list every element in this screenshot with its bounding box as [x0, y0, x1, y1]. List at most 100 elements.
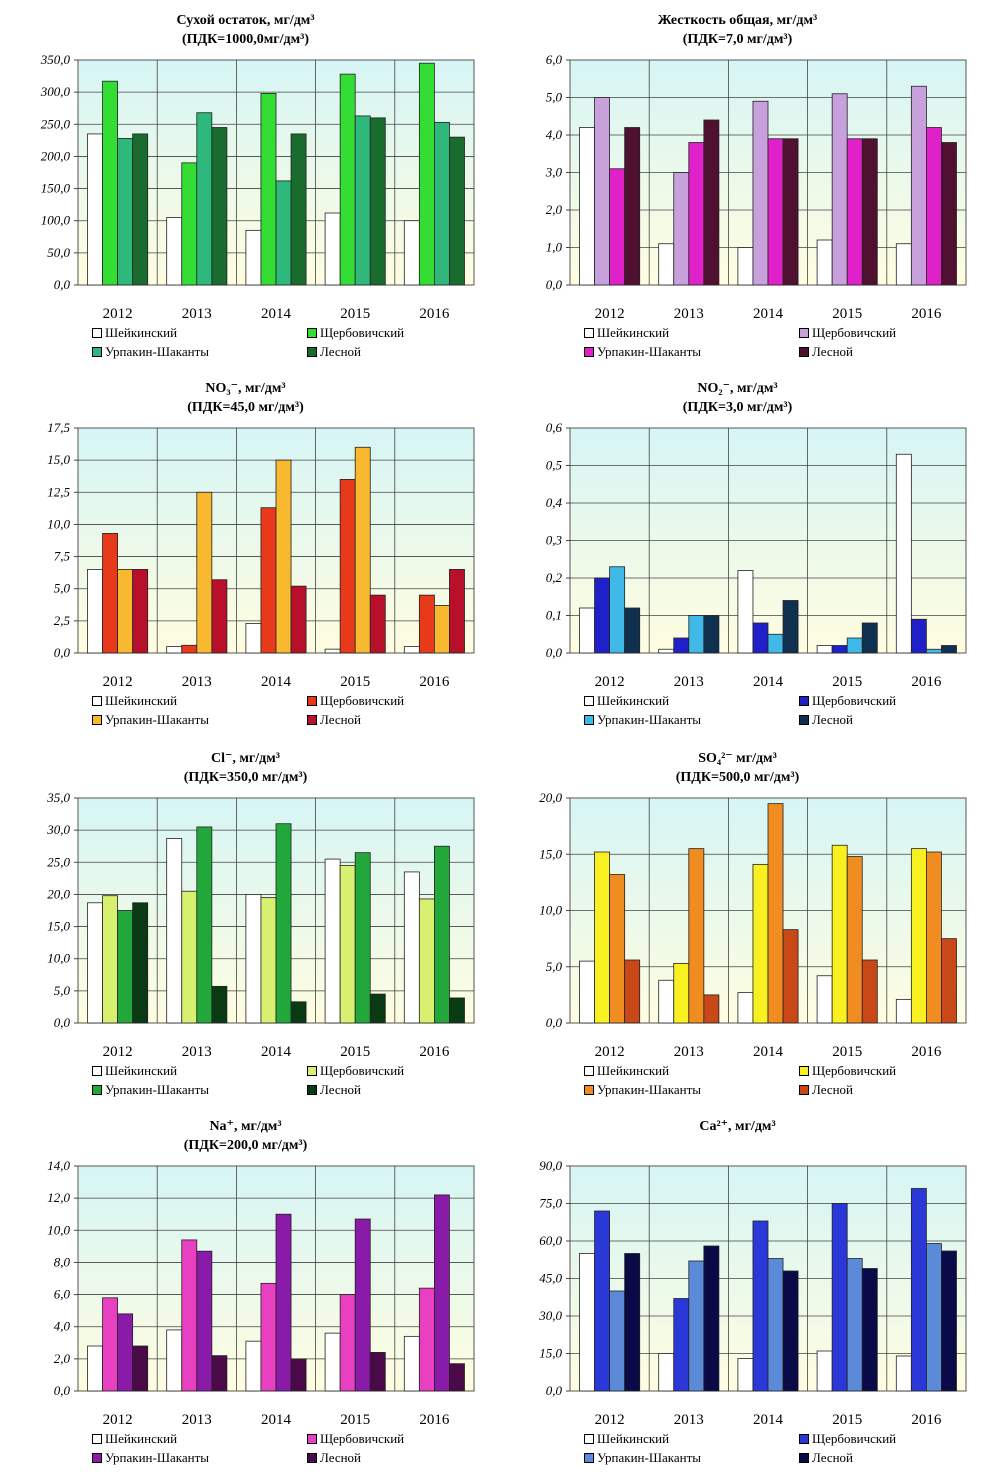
- y-tick-label: 7,5: [54, 549, 71, 564]
- legend: Шейкинский Щербовичский Урпакин-Шаканты Лес…: [92, 326, 482, 366]
- y-tick-label: 150,0: [41, 181, 71, 196]
- y-tick-label: 0,1: [546, 608, 562, 623]
- legend-item: Урпакин-Шаканты: [92, 1083, 209, 1097]
- bar: [245, 894, 262, 1024]
- bar: [245, 1340, 262, 1392]
- y-tick-label: 10,0: [47, 1222, 70, 1237]
- bar: [403, 220, 420, 286]
- chart-subtitle: (ПДК=350,0 мг/дм³): [183, 770, 308, 785]
- bar: [658, 648, 675, 654]
- legend-label: Лесной: [320, 1450, 362, 1465]
- legend-swatch: [307, 1434, 317, 1444]
- x-tick-label: 2016: [419, 306, 450, 322]
- bar: [324, 648, 341, 654]
- legend-item: Лесной: [307, 345, 361, 359]
- bar: [196, 112, 213, 286]
- bar: [102, 533, 119, 654]
- y-tick-label: 20,0: [539, 790, 562, 805]
- bar: [925, 1243, 942, 1392]
- legend-label: Щербовичский: [812, 1063, 897, 1078]
- legend-swatch: [799, 1453, 809, 1463]
- bar: [166, 217, 183, 286]
- chart-title: Ca²⁺, мг/дм³: [699, 1119, 776, 1134]
- bar: [594, 577, 611, 654]
- bar: [449, 136, 465, 286]
- bar: [275, 459, 292, 654]
- y-tick-label: 5,0: [546, 959, 563, 974]
- y-tick-label: 30,0: [538, 1308, 562, 1323]
- bar: [737, 992, 754, 1024]
- y-tick-label: 1,0: [546, 240, 563, 255]
- legend-swatch: [307, 1453, 317, 1463]
- bar: [737, 247, 754, 286]
- bar: [737, 570, 754, 654]
- legend-label: Урпакин-Шаканты: [105, 1082, 209, 1097]
- legend-label: Щербовичский: [812, 1431, 897, 1446]
- y-tick-label: 45,0: [539, 1271, 562, 1286]
- y-tick-label: 350,0: [40, 52, 71, 67]
- bar: [339, 1294, 356, 1392]
- bar: [354, 446, 371, 654]
- legend-label: Шейкинский: [105, 325, 178, 340]
- legend-swatch: [307, 696, 317, 706]
- bar: [846, 637, 863, 654]
- y-tick-label: 5,0: [54, 581, 71, 596]
- legend-swatch: [92, 328, 102, 338]
- bar: [846, 856, 863, 1024]
- bar: [166, 838, 183, 1024]
- bar-chart-svg: 0,0 0,1 0,2 0,3 0,4 0,5 0,6 2012 2013 2014 2015 201…: [546, 420, 967, 690]
- bar: [831, 844, 848, 1024]
- legend-item: Лесной: [799, 1083, 853, 1097]
- bar: [767, 803, 784, 1024]
- bar: [910, 1188, 927, 1392]
- bar: [369, 993, 386, 1024]
- y-tick-label: 50,0: [47, 245, 70, 260]
- bar: [703, 994, 720, 1024]
- legend-label: Лесной: [812, 1082, 854, 1097]
- y-tick-label: 14,0: [47, 1158, 70, 1173]
- y-tick-label: 0,3: [546, 533, 563, 548]
- legend: Шейкинский Щербовичский Урпакин-Шаканты Лес…: [92, 1064, 482, 1104]
- x-tick-label: 2014: [261, 1044, 292, 1060]
- bar: [673, 1298, 690, 1392]
- x-tick-label: 2015: [832, 1044, 862, 1060]
- bar: [816, 975, 833, 1024]
- x-tick-label: 2014: [261, 1412, 292, 1428]
- y-tick-label: 60,0: [539, 1233, 562, 1248]
- legend-swatch: [92, 347, 102, 357]
- legend-swatch: [584, 347, 594, 357]
- bar: [290, 585, 307, 654]
- bar: [624, 607, 641, 654]
- y-tick-label: 15,0: [47, 919, 70, 934]
- legend-item: Щербовичский: [307, 1432, 404, 1446]
- legend-item: Лесной: [799, 713, 853, 727]
- legend-item: Урпакин-Шаканты: [584, 1083, 701, 1097]
- legend-item: Лесной: [307, 1451, 361, 1465]
- y-tick-label: 90,0: [539, 1158, 562, 1173]
- legend-swatch: [92, 1453, 102, 1463]
- legend-label: Шейкинский: [597, 693, 670, 708]
- bar: [579, 607, 595, 654]
- x-tick-label: 2016: [911, 674, 942, 690]
- y-tick-label: 10,0: [47, 951, 70, 966]
- legend-item: Шейкинский: [584, 694, 669, 708]
- legend-label: Щербовичский: [320, 325, 405, 340]
- x-tick-label: 2012: [595, 1044, 625, 1060]
- bar: [895, 1355, 912, 1392]
- legend-swatch: [584, 696, 594, 706]
- y-tick-label: 5,0: [546, 90, 563, 105]
- legend-item: Урпакин-Шаканты: [584, 1451, 701, 1465]
- legend-item: Урпакин-Шаканты: [584, 713, 701, 727]
- bar: [324, 212, 341, 286]
- bar: [196, 826, 213, 1024]
- legend-label: Урпакин-Шаканты: [105, 1450, 209, 1465]
- bar: [594, 1210, 611, 1392]
- bar: [211, 985, 228, 1024]
- bar: [895, 998, 912, 1024]
- y-tick-label: 250,0: [41, 116, 71, 131]
- y-tick-label: 300,0: [40, 84, 71, 99]
- x-tick-label: 2013: [182, 1412, 212, 1428]
- legend-item: Шейкинский: [92, 694, 177, 708]
- chart-title: Na⁺, мг/дм³: [209, 1119, 282, 1134]
- bar: [703, 119, 720, 286]
